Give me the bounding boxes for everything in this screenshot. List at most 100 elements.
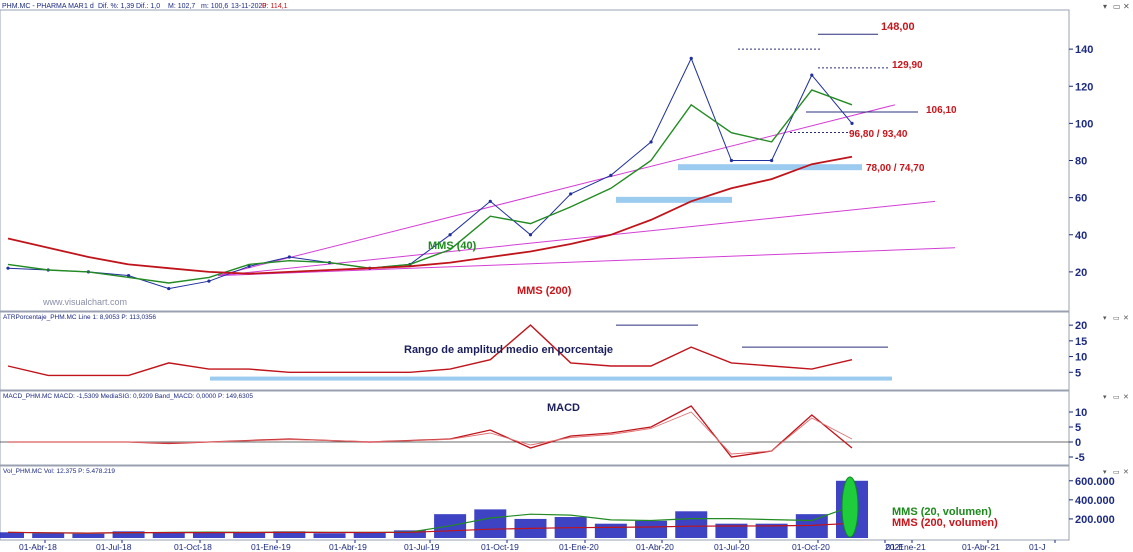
vol-legend-mms200: MMS (200, volumen) <box>892 517 998 529</box>
series-mms200 <box>7 155 853 275</box>
volume-bar <box>393 530 426 538</box>
x-tick-label: 01-Ene-19 <box>251 542 291 552</box>
level-1061-label: 106,10 <box>926 105 957 116</box>
level-78-label: 78,00 / 74,70 <box>866 163 925 174</box>
atr-layer <box>7 324 892 381</box>
macd-y-tick-label: -5 <box>1075 452 1085 464</box>
macd-panel <box>0 390 1070 466</box>
price-point <box>488 199 492 203</box>
last-label: P: 114,1 <box>262 3 288 10</box>
maximize-icon[interactable]: ▭ <box>1113 2 1121 11</box>
close-icon[interactable]: ✕ <box>1123 2 1130 11</box>
series-price <box>7 57 853 290</box>
atr-y-tick-label: 5 <box>1075 367 1081 379</box>
macd-y-tick-label: 5 <box>1075 422 1081 434</box>
series-mms40 <box>7 89 853 284</box>
x-tick-label: 01-Oct-18 <box>174 542 212 552</box>
min-label: m: 100,6 <box>201 3 228 10</box>
minimize-icon[interactable]: ▾ <box>1103 2 1107 11</box>
volume-controls: ▾ ▭ ✕ <box>1103 469 1129 476</box>
volume-close-icon[interactable]: ✕ <box>1123 469 1129 476</box>
macd-close-icon[interactable]: ✕ <box>1123 394 1129 401</box>
macd-header: MACD_PHM.MC MACD: -1,5309 MediaSIG: 0,92… <box>3 393 253 400</box>
x-tick-label: 01-Jul-20 <box>714 542 750 552</box>
ticker-label: PHM.MC - PHARMA MAR <box>2 3 84 10</box>
price-point <box>207 279 211 283</box>
price-point <box>850 121 854 125</box>
x-tick-label: 01-Ene-20 <box>559 542 599 552</box>
price-point <box>126 273 131 278</box>
price-point <box>729 158 734 163</box>
price-point <box>649 140 653 144</box>
atr-title: Rango de amplitud medio en porcentaje <box>404 344 613 356</box>
price-y-tick-label: 40 <box>1075 230 1087 242</box>
price-y-tick-label: 60 <box>1075 193 1087 205</box>
volume-bar <box>755 523 788 538</box>
watermark: www.visualchart.com <box>42 297 127 307</box>
price-point <box>569 192 573 196</box>
price-point <box>528 233 533 237</box>
volume-y-tick-label: 200.000 <box>1075 514 1115 526</box>
atr-support-band <box>210 376 892 381</box>
x-tick-label: 01-Oct-20 <box>792 542 830 552</box>
support-band <box>678 164 862 171</box>
price-y-tick-label: 120 <box>1075 81 1093 93</box>
price-point <box>247 264 251 268</box>
level-1299-label: 129,90 <box>892 60 923 71</box>
price-panel <box>0 9 1070 312</box>
atr-minimize-icon[interactable]: ▾ <box>1103 315 1107 322</box>
mms40-annotation: MMS (40) <box>428 240 477 252</box>
atr-y-tick-label: 20 <box>1075 320 1087 332</box>
volume-y-tick-label: 400.000 <box>1075 495 1115 507</box>
mms200-annotation: MMS (200) <box>517 285 572 297</box>
price-point <box>609 173 613 177</box>
max-label: M: 102,7 <box>168 3 195 10</box>
dif-pct-label: Dif. %: 1,39 <box>98 3 134 10</box>
macd-y-tick-label: 10 <box>1075 407 1087 419</box>
x-tick-label: 01-Jul-19 <box>404 542 440 552</box>
volume-maximize-icon[interactable]: ▭ <box>1113 469 1120 476</box>
macd-minimize-icon[interactable]: ▾ <box>1103 394 1107 401</box>
volume-bar <box>353 532 386 538</box>
macd-maximize-icon[interactable]: ▭ <box>1113 394 1120 401</box>
volume-bar <box>0 532 24 538</box>
x-tick-label: 01-Abr-20 <box>636 542 674 552</box>
volume-bar <box>594 523 627 538</box>
volume-bar <box>112 531 145 538</box>
volume-bar <box>313 533 346 538</box>
volume-minimize-icon[interactable]: ▾ <box>1103 469 1107 476</box>
price-header: PHM.MC - PHARMA MAR 1 d Dif. %: 1,39 Dif… <box>2 3 288 10</box>
atr-header: ATRPorcentaje_PHM.MC Line 1: 8,9053 P: 1… <box>3 314 156 321</box>
x-tick-label: 01-Abr-21 <box>962 542 1000 552</box>
level-968-label: 96,80 / 93,40 <box>849 129 908 140</box>
price-point <box>6 266 10 270</box>
volume-bar <box>715 523 748 538</box>
axes-layer: 20 40 60 80 100 120 140 5 10 15 20 -5 0 5 10 200.000 400… <box>19 44 1115 552</box>
x-tick-label: 01-Ene-21 <box>886 542 926 552</box>
volume-bar <box>32 533 65 538</box>
price-point <box>770 158 774 163</box>
price-y-tick-label: 80 <box>1075 156 1087 168</box>
macd-controls: ▾ ▭ ✕ <box>1103 394 1129 401</box>
price-y-tick-label: 140 <box>1075 44 1093 56</box>
atr-y-tick-label: 15 <box>1075 336 1087 348</box>
volume-layer <box>0 476 868 538</box>
price-point <box>167 286 171 291</box>
trend-line <box>217 247 956 277</box>
x-tick-label: 01-Abr-19 <box>329 542 367 552</box>
support-band <box>616 196 732 203</box>
price-y-tick-label: 20 <box>1075 267 1087 279</box>
volume-bar <box>152 532 185 538</box>
x-tick-label: 2021 <box>885 542 904 552</box>
x-tick-label: 01-Oct-19 <box>481 542 519 552</box>
volume-header: Vol_PHM.MC Vol: 12.375 P: 5.478.219 <box>3 468 115 475</box>
window-controls: ▾ ▭ ✕ <box>1103 2 1130 11</box>
volume-mms200-line <box>7 522 853 534</box>
atr-close-icon[interactable]: ✕ <box>1123 315 1129 322</box>
date-label: 13-11-2020 <box>231 3 266 10</box>
atr-maximize-icon[interactable]: ▭ <box>1113 315 1120 322</box>
price-y-tick-label: 100 <box>1075 118 1093 130</box>
volume-bar <box>635 520 668 538</box>
price-layer <box>6 33 956 291</box>
macd-layer <box>0 405 1069 458</box>
